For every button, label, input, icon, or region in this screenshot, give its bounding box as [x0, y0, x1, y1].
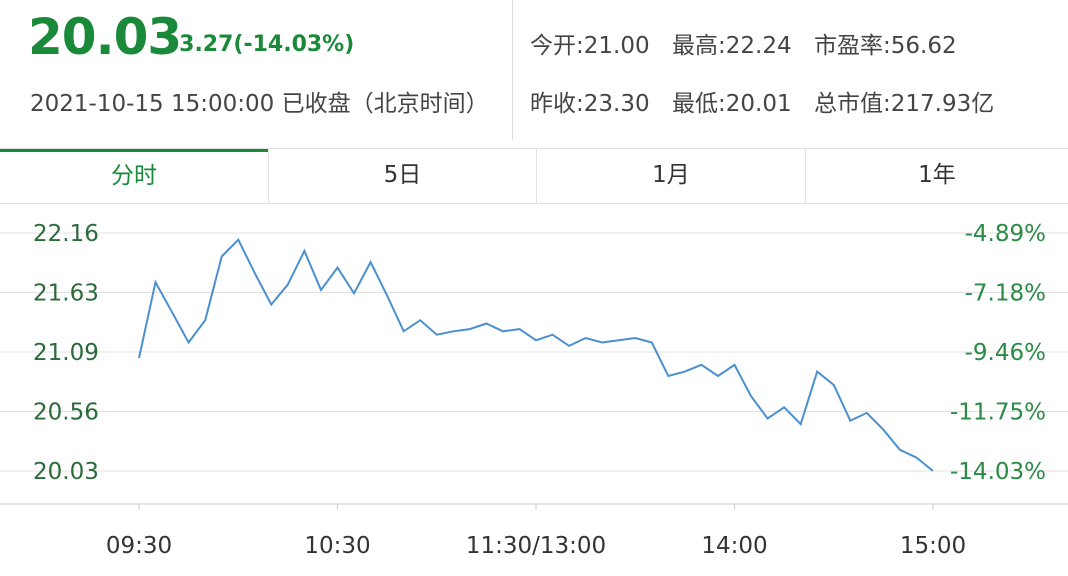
stat-high-label: 最高: — [672, 33, 726, 59]
y-tick-percent-label: -14.03% — [950, 459, 1046, 485]
trade-time-status: 2021-10-15 15:00:00 已收盘（北京时间） — [30, 84, 489, 118]
x-tick-label: 15:00 — [900, 533, 966, 559]
price-line — [138, 237, 934, 472]
stat-pe: 市盈率:56.62 — [814, 26, 957, 60]
y-tick-percent-label: -4.89% — [965, 221, 1046, 247]
stat-prev-close-label: 昨收: — [530, 91, 584, 117]
y-axis-percent-labels: -4.89% -7.18% -9.46% -11.75% -14.03% — [950, 221, 1046, 485]
y-tick-label: 21.09 — [33, 340, 99, 366]
quote-header: 20.03 -3.27(-14.03%) 2021-10-15 15:00:00… — [0, 0, 1068, 148]
trade-datetime: 2021-10-15 15:00:00 — [30, 91, 275, 117]
tab-divider — [805, 149, 806, 203]
stat-market-cap: 总市值:217.93亿 — [814, 84, 994, 118]
period-tabs: 分时 5日 1月 1年 — [0, 148, 1068, 204]
y-tick-percent-label: -9.46% — [965, 340, 1046, 366]
tab-1-year[interactable]: 1年 — [918, 162, 956, 188]
x-axis-time-labels: 09:30 10:30 11:30/13:00 14:00 15:00 — [106, 504, 966, 559]
stat-pe-label: 市盈率: — [814, 33, 891, 59]
x-tick-label: 14:00 — [701, 533, 767, 559]
stat-high: 最高:22.24 — [672, 26, 792, 60]
tab-divider — [536, 149, 537, 203]
tab-5-day[interactable]: 5日 — [383, 162, 422, 188]
stat-prev-close: 昨收:23.30 — [530, 84, 650, 118]
stat-low: 最低:20.01 — [672, 84, 792, 118]
stat-market-cap-label: 总市值: — [814, 91, 891, 117]
chart-gridlines — [0, 232, 1068, 505]
tab-intraday[interactable]: 分时 — [0, 149, 268, 203]
stat-prev-close-value: 23.30 — [583, 91, 650, 117]
x-tick-label: 11:30/13:00 — [466, 533, 606, 559]
x-tick-label: 09:30 — [106, 533, 172, 559]
stat-open: 今开:21.00 — [530, 26, 650, 60]
stat-open-value: 21.00 — [583, 33, 650, 59]
y-tick-percent-label: -11.75% — [950, 400, 1046, 426]
intraday-chart: 22.16 21.63 21.09 20.56 20.03 -4.89% -7.18% -9… — [0, 221, 1068, 559]
stat-high-value: 22.24 — [725, 33, 792, 59]
y-tick-label: 20.03 — [33, 459, 99, 485]
market-status: 已收盘 — [281, 91, 351, 117]
y-axis-price-labels: 22.16 21.63 21.09 20.56 20.03 — [33, 221, 99, 485]
y-tick-label: 22.16 — [33, 221, 99, 247]
current-price: 20.03 — [28, 8, 182, 66]
price-change: -3.27(-14.03%) — [170, 32, 355, 57]
stat-market-cap-value: 217.93亿 — [890, 91, 995, 117]
y-tick-label: 21.63 — [33, 281, 99, 307]
x-tick-label: 10:30 — [304, 533, 370, 559]
stat-pe-value: 56.62 — [890, 33, 957, 59]
timezone-label: （北京时间） — [350, 91, 489, 117]
tab-divider — [268, 149, 269, 203]
y-tick-label: 20.56 — [33, 400, 99, 426]
y-tick-percent-label: -7.18% — [965, 281, 1046, 307]
tab-1-month[interactable]: 1月 — [652, 162, 690, 188]
header-divider — [512, 0, 513, 140]
stat-open-label: 今开: — [530, 33, 584, 59]
stat-low-value: 20.01 — [725, 91, 792, 117]
stat-low-label: 最低: — [672, 91, 726, 117]
